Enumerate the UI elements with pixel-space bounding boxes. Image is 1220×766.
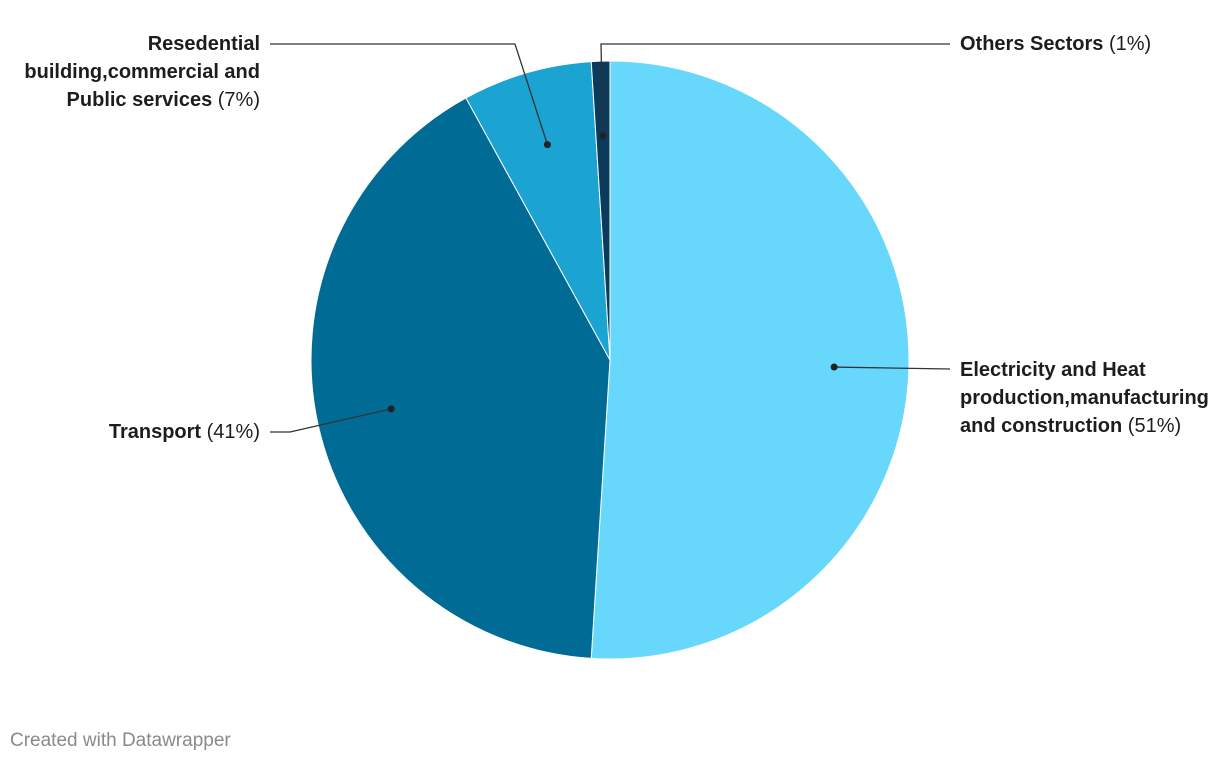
pie-slice	[465, 61, 611, 361]
value-label: (1%)	[1108, 33, 1152, 55]
category-label: Resedential building,commercial and Publ…	[24, 33, 260, 111]
leader-line	[270, 408, 392, 433]
slice-label: Resedential building,commercial and Publ…	[20, 30, 260, 114]
leader-line	[834, 366, 951, 370]
leader-line	[600, 43, 950, 136]
value-label: (51%)	[1127, 415, 1182, 437]
category-label: Electricity and Heat production,manufact…	[960, 359, 1209, 437]
credit: Created with Datawrapper	[10, 730, 231, 751]
leader-dot	[830, 363, 838, 371]
leader-dot	[387, 405, 395, 413]
pie-slice	[590, 60, 910, 660]
leader-dot	[543, 141, 551, 149]
leader-dot	[599, 132, 607, 140]
slice-label: Electricity and Heat production,manufact…	[960, 356, 1210, 440]
category-label: Others Sectors	[960, 33, 1104, 55]
value-label: (41%)	[206, 421, 260, 443]
slice-label: Others Sectors (1%)	[960, 30, 1210, 58]
category-label: Transport	[108, 421, 202, 443]
slice-label: Transport (41%)	[20, 418, 260, 446]
leader-line	[270, 43, 549, 145]
value-label: (7%)	[217, 89, 260, 111]
